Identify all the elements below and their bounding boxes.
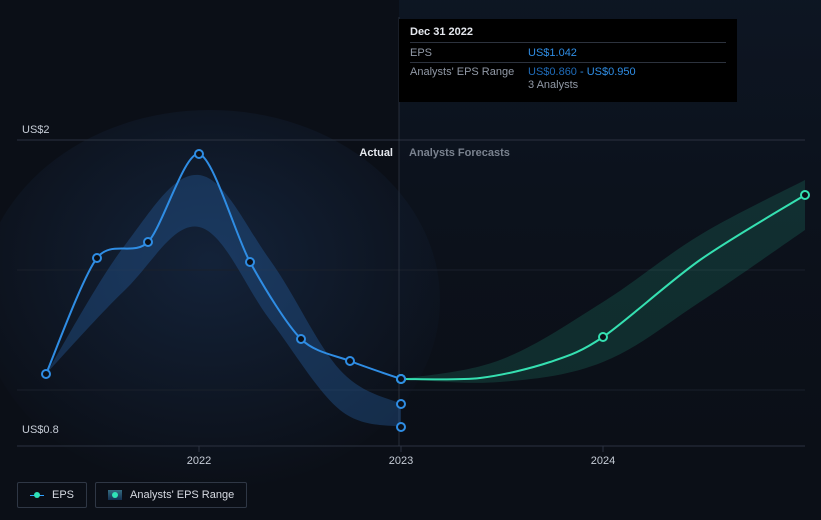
tooltip-analysts-count: 3 Analysts [410,79,726,91]
x-tick-label: 2024 [591,455,615,467]
legend-label: EPS [52,489,74,501]
y-tick-label: US$2 [22,124,50,136]
chart-tooltip: Dec 31 2022 EPS US$1.042 Analysts' EPS R… [399,19,737,102]
eps-chart: US$2 US$0.8 2022 2023 2024 Actual Analys… [0,0,821,520]
tooltip-eps-label: EPS [410,47,528,59]
tooltip-range-label: Analysts' EPS Range [410,66,528,78]
y-tick-label: US$0.8 [22,424,59,436]
chart-legend: EPS Analysts' EPS Range [17,482,247,508]
tooltip-date: Dec 31 2022 [410,26,726,43]
x-tick-label: 2023 [389,455,413,467]
legend-label: Analysts' EPS Range [130,489,234,501]
tooltip-range-sep: - [577,66,587,78]
forecasts-label: Analysts Forecasts [409,147,510,159]
legend-swatch-range-icon [108,490,122,500]
legend-item-range[interactable]: Analysts' EPS Range [95,482,247,508]
legend-item-eps[interactable]: EPS [17,482,87,508]
actual-label: Actual [359,147,393,159]
legend-swatch-eps-icon [30,491,44,499]
x-tick-label: 2022 [187,455,211,467]
tooltip-range-low: US$0.860 [528,66,577,78]
tooltip-range-high: US$0.950 [587,66,636,78]
tooltip-eps-value: US$1.042 [528,47,577,59]
